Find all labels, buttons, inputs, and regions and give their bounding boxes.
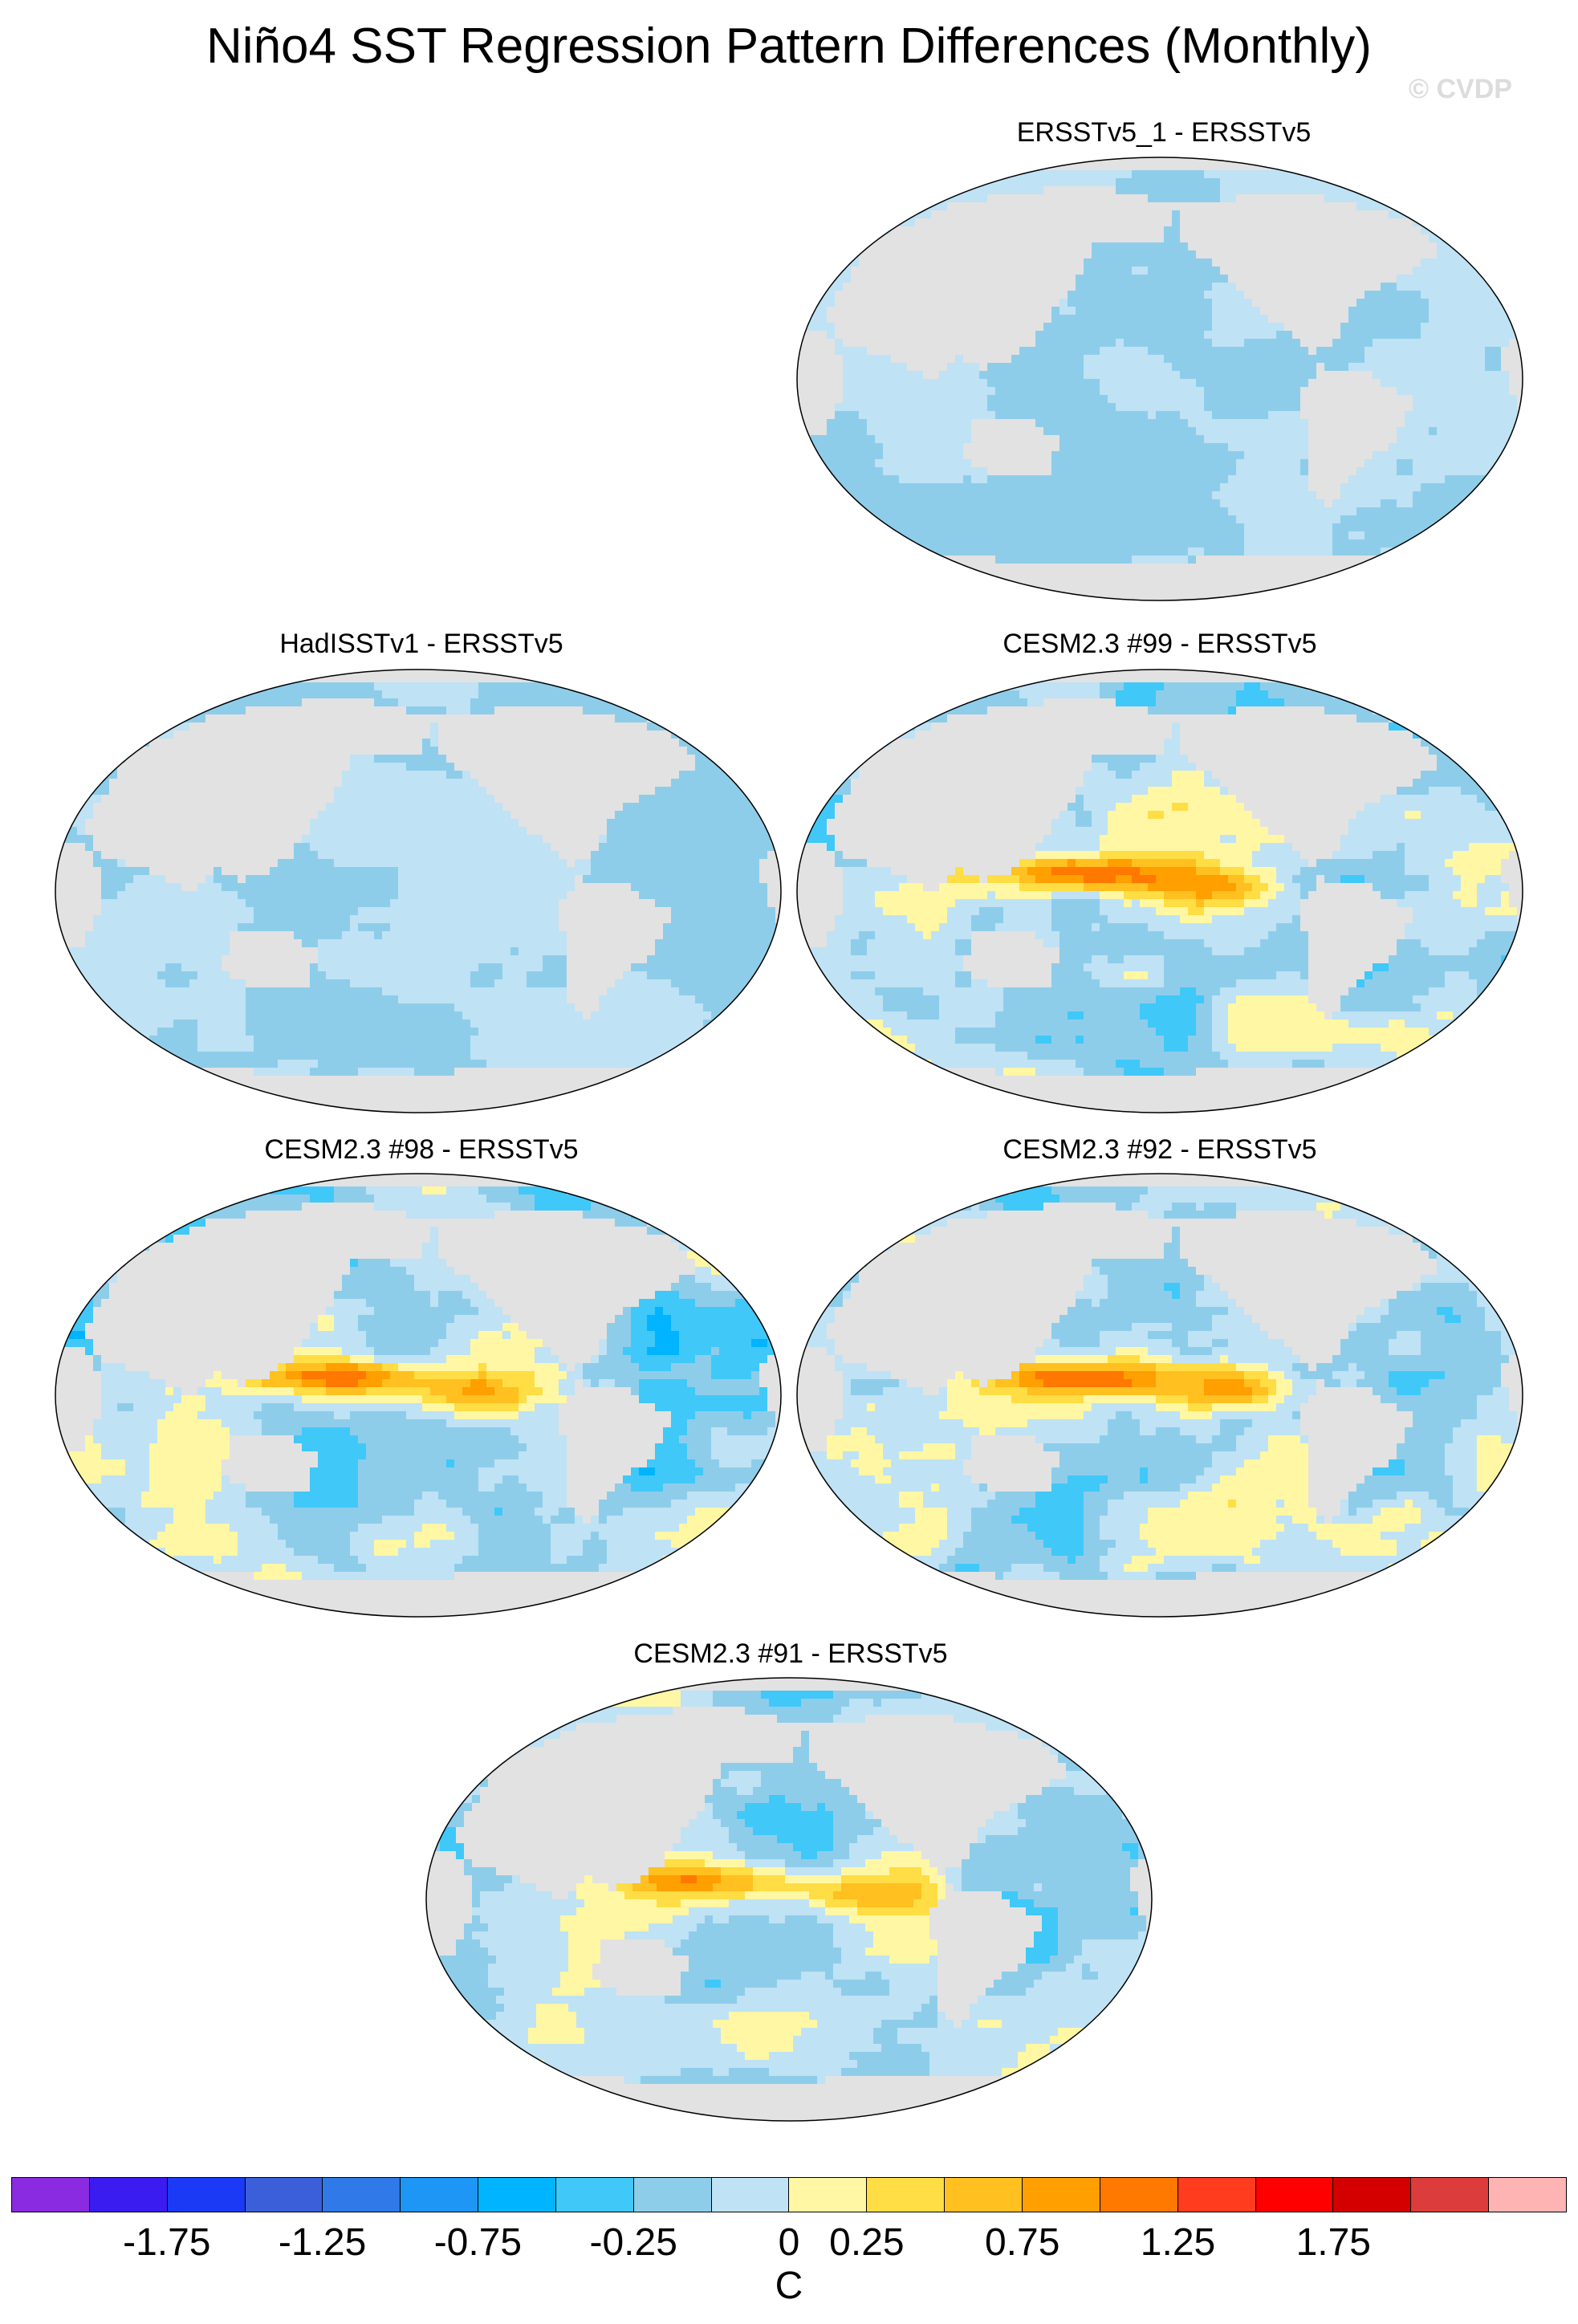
page-title: Niño4 SST Regression Pattern Differences… [0,14,1578,79]
colorbar-swatch [12,2178,90,2212]
panel-title-5: CESM2.3 #92 - ERSSTv5 [799,1134,1521,1166]
colorbar-swatch [1255,2178,1334,2212]
colorbar-tick-label: 0.25 [787,2220,947,2265]
map-panel-cesm-99 [796,669,1523,1113]
colorbar-swatch [167,2178,246,2212]
colorbar-tick-label: 0.75 [942,2220,1103,2265]
colorbar [11,2177,1567,2212]
colorbar-tick-label: -0.75 [397,2220,558,2265]
map-outline [425,1677,1153,2122]
colorbar-swatch [323,2178,401,2212]
panel-title-2: HadISSTv1 - ERSSTv5 [60,628,783,660]
map-panel-cesm-92 [796,1173,1523,1618]
watermark: © CVDP [1409,74,1512,105]
panel-title-3: CESM2.3 #99 - ERSSTv5 [799,628,1521,660]
colorbar-swatch [89,2178,168,2212]
colorbar-swatch [633,2178,712,2212]
sst-difference-field [426,1678,1152,2121]
panel-title-1: ERSSTv5_1 - ERSSTv5 [803,116,1525,149]
colorbar-tick-label: 1.75 [1253,2220,1413,2265]
colorbar-swatch [478,2178,556,2212]
map-outline [796,157,1523,601]
colorbar-swatch [401,2178,479,2212]
sst-difference-field [797,1174,1523,1617]
sst-difference-field [797,670,1523,1113]
colorbar-unit-label: C [709,2264,869,2308]
colorbar-swatch [867,2178,946,2212]
colorbar-swatch [1022,2178,1100,2212]
colorbar-swatch [1333,2178,1412,2212]
colorbar-swatch [1177,2178,1256,2212]
colorbar-tick-label: -0.25 [553,2220,714,2265]
colorbar-swatch [711,2178,790,2212]
map-outline [55,1173,782,1618]
map-outline [796,669,1523,1113]
map-panel-hadisst [55,669,782,1113]
colorbar-tick-label: -1.25 [242,2220,403,2265]
map-panel-ersstv5-1 [796,157,1523,601]
colorbar-swatch [1489,2178,1566,2212]
panel-title-6: CESM2.3 #91 - ERSSTv5 [429,1638,1152,1670]
sst-difference-field [797,157,1523,600]
colorbar-tick-label: -1.75 [87,2220,247,2265]
colorbar-swatch [1100,2178,1178,2212]
colorbar-swatch [245,2178,323,2212]
colorbar-swatch [945,2178,1023,2212]
map-outline [55,669,782,1113]
map-panel-cesm-91 [425,1677,1153,2122]
map-outline [796,1173,1523,1618]
colorbar-tick-label: 0 [709,2220,869,2265]
colorbar-swatch [789,2178,868,2212]
colorbar-swatch [555,2178,634,2212]
map-panel-cesm-98 [55,1173,782,1618]
colorbar-swatch [1411,2178,1490,2212]
panel-title-4: CESM2.3 #98 - ERSSTv5 [60,1134,783,1166]
colorbar-tick-label: 1.25 [1098,2220,1259,2265]
